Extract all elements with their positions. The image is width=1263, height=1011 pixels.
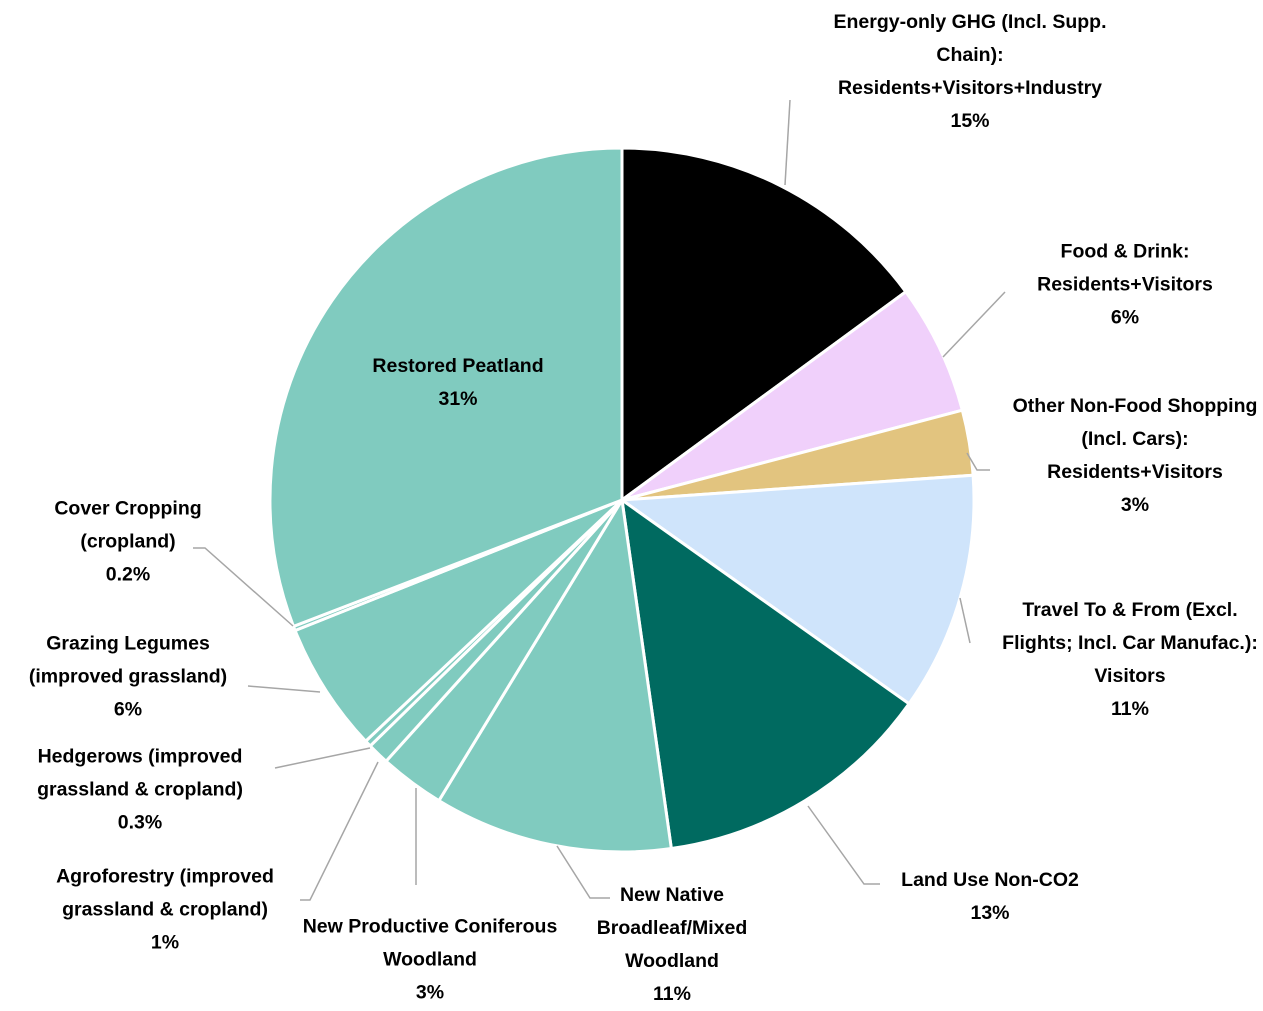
- value-label: 11%: [1111, 698, 1149, 720]
- category-label: Other Non-Food Shopping (Incl. Cars): Re…: [1012, 395, 1258, 483]
- category-label: Travel To & From (Excl. Flights; Incl. C…: [1002, 599, 1258, 687]
- leader-lines: [193, 99, 1006, 901]
- leader-line: [193, 547, 294, 627]
- leader-line: [556, 845, 610, 899]
- value-label: 6%: [1110, 306, 1140, 329]
- category-label: Restored Peatland: [372, 355, 544, 377]
- value-label: 0.3%: [117, 811, 163, 834]
- slice: [293, 498, 624, 744]
- value-label: 11%: [653, 983, 691, 1005]
- value-label: 15%: [950, 110, 990, 132]
- data-label: Cover Cropping (cropland) 0.2%: [28, 493, 228, 592]
- slice: [617, 473, 976, 706]
- value-label: 1%: [150, 931, 180, 954]
- value-label: 0.2%: [105, 563, 151, 586]
- leader-line: [966, 452, 990, 471]
- leader-line: [274, 747, 371, 769]
- category-label: Hedgerows (improved grassland & cropland…: [37, 745, 243, 801]
- leader-line: [784, 99, 791, 186]
- data-label: New Native Broadleaf/Mixed Woodland 11%: [572, 879, 772, 1011]
- category-label: Agroforestry (improved grassland & cropl…: [56, 865, 274, 921]
- data-label: Energy-only GHG (Incl. Supp. Chain): Res…: [805, 6, 1135, 138]
- category-label: Cover Cropping (cropland): [54, 497, 202, 553]
- category-label: Food & Drink: Residents+Visitors: [1037, 240, 1213, 296]
- category-label: Land Use Non-CO2: [901, 869, 1079, 891]
- leader-line: [959, 597, 971, 644]
- slice: [620, 496, 912, 851]
- leader-line: [942, 291, 1006, 358]
- slice: [436, 495, 674, 854]
- slice: [620, 146, 908, 503]
- leader-line: [300, 761, 379, 901]
- value-label: 13%: [970, 902, 1010, 924]
- value-label: 3%: [415, 981, 445, 1004]
- data-label: Restored Peatland 31%: [348, 350, 568, 416]
- data-label: Land Use Non-CO2 13%: [870, 864, 1110, 930]
- value-label: 31%: [438, 388, 478, 410]
- data-label: New Productive Coniferous Woodland 3%: [300, 911, 560, 1010]
- category-label: Energy-only GHG (Incl. Supp. Chain): Res…: [833, 11, 1107, 99]
- slice: [268, 146, 624, 629]
- data-label: Hedgerows (improved grassland & cropland…: [10, 741, 270, 840]
- value-label: 3%: [1120, 494, 1150, 516]
- value-label: 6%: [113, 698, 143, 721]
- data-label: Food & Drink: Residents+Visitors 6%: [1005, 236, 1245, 335]
- leader-line: [807, 805, 880, 885]
- data-label: Agroforestry (improved grassland & cropl…: [25, 861, 305, 960]
- leader-line: [247, 685, 321, 693]
- category-label: New Native Broadleaf/Mixed Woodland: [596, 884, 748, 972]
- data-label: Grazing Legumes (improved grassland) 6%: [3, 628, 253, 727]
- category-label: Grazing Legumes (improved grassland): [28, 632, 228, 688]
- category-label: New Productive Coniferous Woodland: [302, 915, 558, 971]
- data-label: Travel To & From (Excl. Flights; Incl. C…: [985, 594, 1263, 726]
- slice: [621, 289, 965, 502]
- slices: [268, 146, 976, 854]
- data-label: Other Non-Food Shopping (Incl. Cars): Re…: [1005, 390, 1263, 522]
